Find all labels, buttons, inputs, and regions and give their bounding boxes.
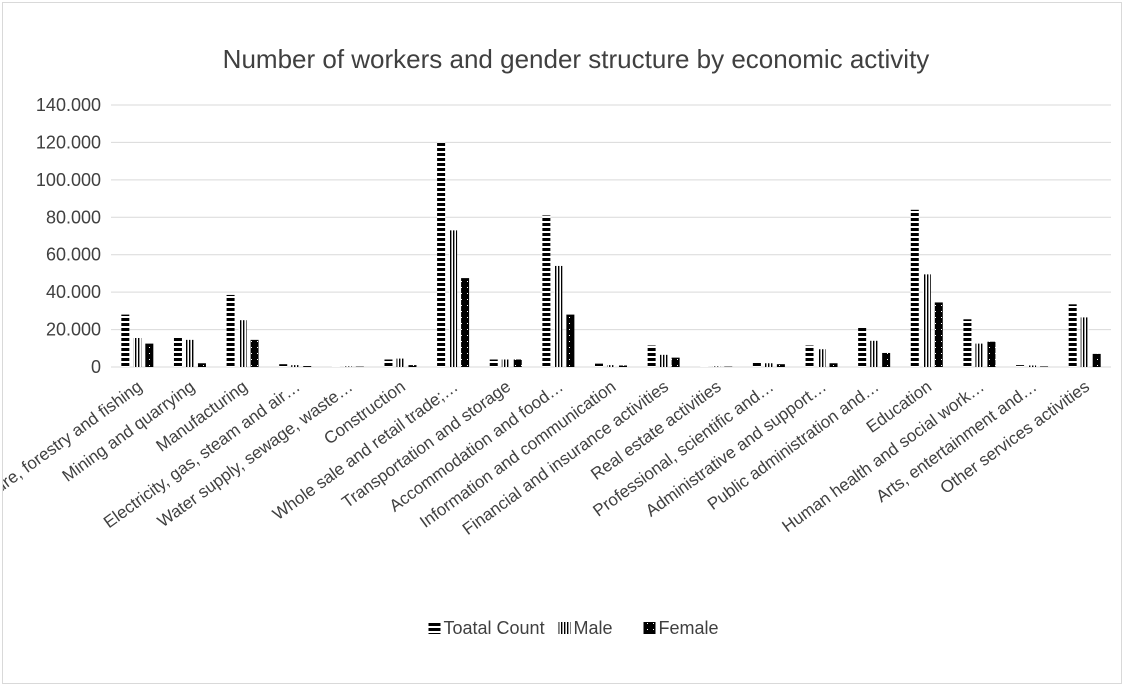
gridlines — [111, 104, 1111, 368]
bar — [659, 354, 668, 367]
bar — [752, 361, 761, 367]
bar — [882, 352, 891, 367]
bar — [987, 341, 996, 367]
bar — [185, 339, 194, 367]
chart-canvas: Number of workers and gender structure b… — [3, 44, 1111, 638]
bar — [408, 365, 417, 367]
bars — [121, 142, 1101, 367]
bar — [858, 327, 867, 367]
bar — [303, 366, 312, 367]
bar — [776, 364, 785, 367]
bar — [607, 365, 615, 367]
y-tick-label: 60.000 — [46, 245, 101, 265]
bar — [1092, 353, 1101, 367]
bar — [566, 314, 575, 367]
legend: Toatal Count Male Female — [428, 618, 719, 638]
legend-swatch — [558, 622, 571, 634]
y-axis-ticks: 0 20.000 40.000 60.000 80.000 100.000 120.000 1… — [36, 95, 101, 377]
legend-label: Male — [574, 618, 613, 638]
y-tick-label: 140.000 — [36, 95, 101, 115]
bar — [963, 319, 972, 367]
y-tick-label: 20.000 — [46, 320, 101, 340]
bar — [554, 265, 563, 367]
bar — [226, 294, 235, 367]
bar — [331, 366, 340, 367]
bar — [764, 363, 773, 367]
legend-label: Toatal Count — [444, 618, 545, 638]
bar — [805, 345, 814, 367]
bar — [870, 340, 879, 367]
y-tick-label: 40.000 — [46, 282, 101, 302]
bar — [647, 345, 656, 367]
bar — [513, 359, 522, 367]
bar — [449, 230, 458, 367]
bar — [595, 363, 603, 367]
bar — [922, 274, 931, 367]
y-tick-label: 100.000 — [36, 170, 101, 190]
y-tick-label: 80.000 — [46, 207, 101, 227]
bar — [291, 365, 300, 367]
bar — [1080, 317, 1089, 367]
bar — [1068, 304, 1077, 367]
bar — [1040, 366, 1049, 367]
bar — [829, 363, 838, 367]
bar — [934, 302, 943, 367]
bar — [197, 363, 206, 367]
y-tick-label: 120.000 — [36, 132, 101, 152]
bar — [133, 337, 142, 367]
bar — [817, 349, 826, 367]
bar — [671, 357, 680, 367]
bar — [250, 339, 259, 367]
bar — [384, 359, 393, 367]
bar — [700, 366, 709, 367]
bar — [437, 142, 446, 367]
bar — [145, 343, 154, 367]
legend-swatch — [428, 622, 441, 634]
bar — [173, 336, 182, 367]
bar — [910, 209, 919, 367]
bar — [975, 343, 984, 367]
bar — [1016, 365, 1025, 367]
bar — [542, 215, 551, 367]
bar — [279, 364, 288, 367]
chart-title: Number of workers and gender structure b… — [223, 44, 930, 74]
legend-label: Female — [659, 618, 719, 638]
bar — [712, 366, 721, 367]
y-tick-label: 0 — [91, 357, 101, 377]
x-axis-category-labels: Agriculture, forestry and fishingMining … — [3, 377, 1093, 539]
bar — [489, 359, 498, 367]
bar — [1028, 365, 1037, 367]
bar — [619, 365, 627, 367]
bar — [501, 359, 510, 367]
bar — [121, 314, 130, 367]
bar — [238, 320, 247, 367]
legend-swatch — [643, 622, 656, 634]
bar — [461, 278, 470, 367]
bar — [343, 366, 352, 367]
bar — [396, 358, 405, 367]
